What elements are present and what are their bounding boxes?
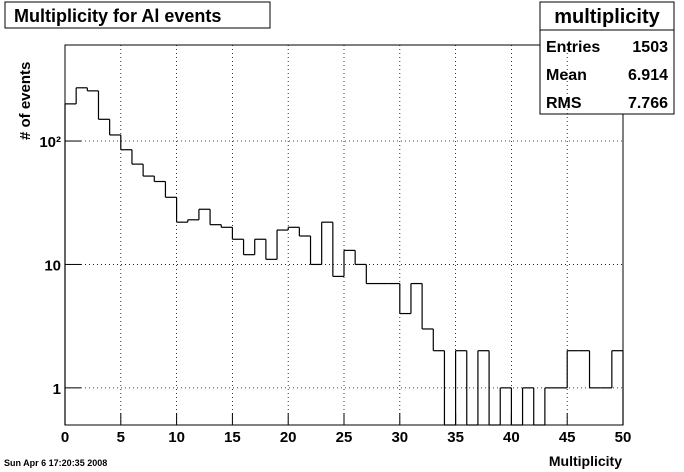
x-tick-label: 15	[224, 429, 241, 446]
title-box	[4, 1, 271, 29]
x-tick-label: 30	[391, 429, 408, 446]
x-tick-label: 25	[336, 429, 353, 446]
x-tick-label: 35	[447, 429, 464, 446]
stats-box	[539, 1, 675, 115]
y-tick-label: 10	[44, 257, 61, 274]
stats-value: 7.766	[628, 95, 668, 112]
x-tick-label: 10	[168, 429, 185, 446]
stats-value: 1503	[632, 39, 668, 56]
y-tick-label: 10²	[39, 134, 61, 151]
stats-label: Entries	[546, 39, 600, 56]
x-tick-label: 45	[559, 429, 576, 446]
x-tick-label: 0	[61, 429, 69, 446]
stats-value: 6.914	[628, 67, 668, 84]
timestamp: Sun Apr 6 17:20:35 2008	[4, 458, 107, 468]
x-tick-label: 5	[117, 429, 125, 446]
y-tick-label: 1	[53, 381, 61, 398]
x-axis-label: Multiplicity	[549, 453, 622, 469]
chart-title: Multiplicity for Al events	[14, 6, 221, 26]
x-tick-label: 40	[503, 429, 520, 446]
stats-label: RMS	[546, 95, 582, 112]
stats-title: multiplicity	[554, 6, 660, 28]
x-tick-label: 50	[615, 429, 632, 446]
x-tick-label: 20	[280, 429, 297, 446]
stats-label: Mean	[546, 67, 587, 84]
y-axis-label: # of events	[17, 62, 34, 140]
